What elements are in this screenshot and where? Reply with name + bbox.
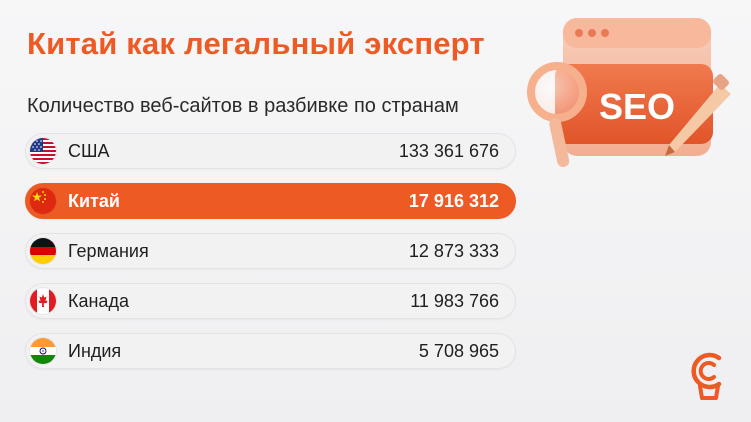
country-name: Индия: [68, 341, 122, 361]
country-row-india: Индия 5 708 965: [25, 333, 516, 369]
country-list: США 133 361 676 Китай 17 916 312 Германи…: [25, 133, 516, 383]
website-count: 133 361 676: [398, 141, 499, 161]
page-subtitle: Количество веб-сайтов в разбивке по стра…: [27, 95, 459, 117]
svg-text:SEO: SEO: [599, 86, 675, 127]
website-count: 17 916 312: [408, 191, 499, 211]
country-row-canada: Канада 11 983 766: [25, 283, 516, 319]
country-name: США: [68, 141, 110, 161]
page-title: Китай как легальный эксперт: [27, 26, 485, 61]
country-name: Китай: [68, 191, 120, 211]
country-name: Канада: [68, 291, 129, 311]
germany-flag-icon: [30, 238, 56, 264]
seo-magnifier-pencil-icon: SEO: [515, 14, 745, 179]
website-count: 11 983 766: [410, 291, 499, 311]
brand-logo-icon: [688, 348, 732, 404]
website-count: 5 708 965: [418, 341, 499, 361]
country-row-germany: Германия 12 873 333: [25, 233, 516, 269]
canada-flag-icon: [30, 288, 56, 314]
website-count: 12 873 333: [408, 241, 499, 261]
country-name: Германия: [68, 241, 149, 261]
usa-flag-icon: [30, 138, 56, 164]
china-flag-icon: [30, 188, 56, 214]
india-flag-icon: [30, 338, 56, 364]
country-row-usa: США 133 361 676: [25, 133, 516, 169]
country-row-china: Китай 17 916 312: [25, 183, 516, 219]
